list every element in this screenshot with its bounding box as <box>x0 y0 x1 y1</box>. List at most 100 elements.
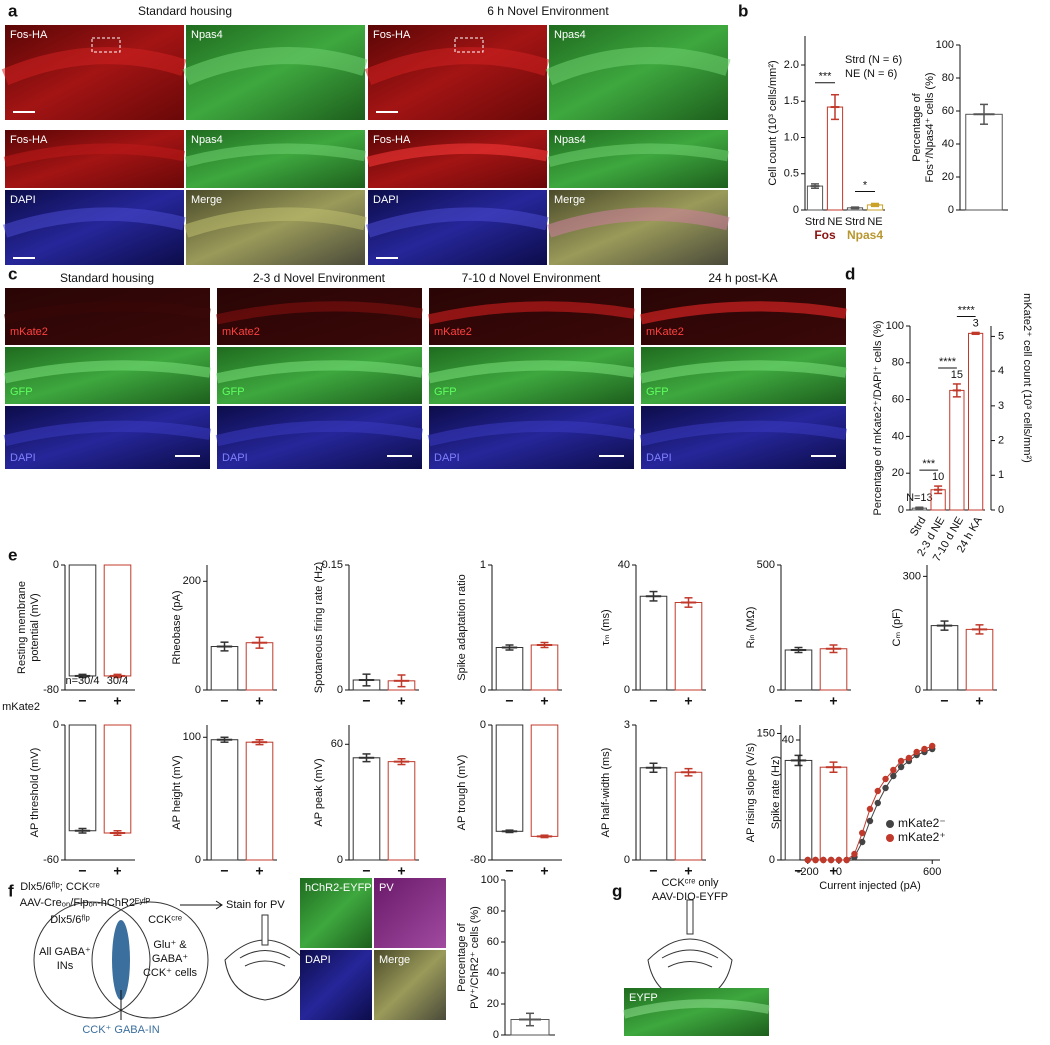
n-label: 3 <box>973 317 979 329</box>
significance-label: **** <box>958 304 976 316</box>
cell-layer <box>546 207 730 238</box>
cell-layer <box>184 143 366 167</box>
y-axis-label: τₘ (ms) <box>600 609 612 645</box>
bar <box>819 766 848 861</box>
n-label: 15 <box>951 369 963 381</box>
n-label: 30/4 <box>107 675 128 687</box>
cell-layer <box>427 420 636 447</box>
condition-title: 2-3 d Novel Environment <box>253 271 386 285</box>
cell-layer <box>427 360 635 384</box>
venn-overlap <box>112 920 130 1000</box>
significance-label: *** <box>922 458 936 470</box>
y-tick-label: 40 <box>942 138 954 150</box>
x-tick-label: − <box>78 863 86 879</box>
genotype: CCKᶜʳᵉ only <box>661 877 719 889</box>
y-axis-label: Spike adaptation ratio <box>456 574 468 680</box>
brain-detail <box>661 949 719 968</box>
y-tick-label: 0.15 <box>322 559 343 571</box>
series-point <box>851 850 858 858</box>
cell-layer <box>183 207 367 238</box>
venn-label: CCKᶜʳᵉ <box>148 914 182 926</box>
tile-label: Fos-HA <box>373 29 411 41</box>
y-tick-label: 1 <box>480 559 486 571</box>
cell-layer <box>215 360 423 384</box>
series-point <box>866 805 874 813</box>
y-tick-label: 1.5 <box>784 95 799 107</box>
note: NE (N = 6) <box>845 68 897 80</box>
tile-label: Npas4 <box>191 29 223 41</box>
zoom-box <box>91 37 121 53</box>
cell-layer <box>1 46 187 86</box>
panel-label: b <box>738 1 748 20</box>
venn-set: CCK⁺ cells <box>143 967 198 979</box>
y-axis-label: PV⁺/ChR2⁺ cells (%) <box>469 906 481 1009</box>
bar <box>965 113 1003 211</box>
venn-set: GABA⁺ <box>152 953 189 965</box>
x-tick-label: − <box>362 863 370 879</box>
bar <box>819 648 848 691</box>
n-label: n=30/4 <box>66 675 100 687</box>
y-tick-label: 100 <box>481 874 499 886</box>
bar <box>968 332 984 511</box>
x-tick-label: NE <box>827 216 842 228</box>
series-point <box>812 856 819 864</box>
cell-layer <box>639 301 847 325</box>
cell-layer <box>547 143 729 167</box>
y-tick-label: 40 <box>487 967 499 979</box>
x-tick-label: − <box>505 863 513 879</box>
y-tick-label: 0 <box>624 854 630 866</box>
y-tick-label: 0 <box>769 684 775 696</box>
tile-label: Npas4 <box>554 134 586 146</box>
cell-layer <box>3 301 211 325</box>
x-tick-label: − <box>78 693 86 709</box>
group-label: Npas4 <box>847 228 883 242</box>
tile-label: DAPI <box>305 954 331 966</box>
y-tick-label: 60 <box>331 738 343 750</box>
micrograph <box>300 878 372 948</box>
tile-label: DAPI <box>222 452 248 464</box>
bar <box>806 185 824 211</box>
bar <box>68 564 97 677</box>
bar <box>949 389 965 511</box>
panel-label: g <box>612 881 622 900</box>
x-tick-label: − <box>220 863 228 879</box>
y-tick-label: 150 <box>757 727 775 739</box>
condition-title: Standard housing <box>138 4 232 18</box>
series-point <box>890 772 897 780</box>
series-point <box>897 757 905 765</box>
tile-label: GFP <box>10 386 33 398</box>
venn-circle <box>33 901 151 1019</box>
x-tick-label: − <box>794 693 802 709</box>
y-tick-label: 20 <box>487 998 499 1010</box>
bar <box>674 602 703 691</box>
y2-axis-label: mKate2⁺ cell count (10³ cells/mm²) <box>1021 293 1033 463</box>
x-axis-label: Current injected (pA) <box>819 880 921 892</box>
y-tick-label: 0 <box>53 719 59 731</box>
tile-label: Merge <box>554 194 585 206</box>
y-tick-label: 0 <box>195 854 201 866</box>
tile-label: DAPI <box>646 452 672 464</box>
series-point <box>897 763 905 771</box>
significance-label: * <box>863 179 868 191</box>
y-tick-label: 20 <box>892 467 904 479</box>
condition-title: Standard housing <box>60 271 154 285</box>
zoom-box <box>454 37 484 53</box>
y-axis-label: Percentage of <box>456 922 468 991</box>
note: Strd (N = 6) <box>845 54 902 66</box>
x-tick-label: − <box>649 863 657 879</box>
brain-detail <box>239 950 291 967</box>
x-tick-label: + <box>829 863 837 879</box>
tile-label: GFP <box>222 386 245 398</box>
venn-set: All GABA⁺ <box>39 946 91 958</box>
bar <box>674 771 703 861</box>
cell-layer <box>182 46 368 86</box>
virus: AAV-Creₒₙ/Flpₒₙ-hChR2ᴱʸᶠᴾ <box>20 897 151 909</box>
y-tick-label: 0 <box>898 504 904 516</box>
bar <box>245 741 274 861</box>
y-axis-label: AP rising slope (V/s) <box>745 743 757 842</box>
y-tick-label: 60 <box>942 105 954 117</box>
tile-label: Npas4 <box>554 29 586 41</box>
y-axis-label: Rheobase (pA) <box>171 591 183 665</box>
series-point <box>843 856 850 864</box>
cell-layer <box>427 301 635 325</box>
